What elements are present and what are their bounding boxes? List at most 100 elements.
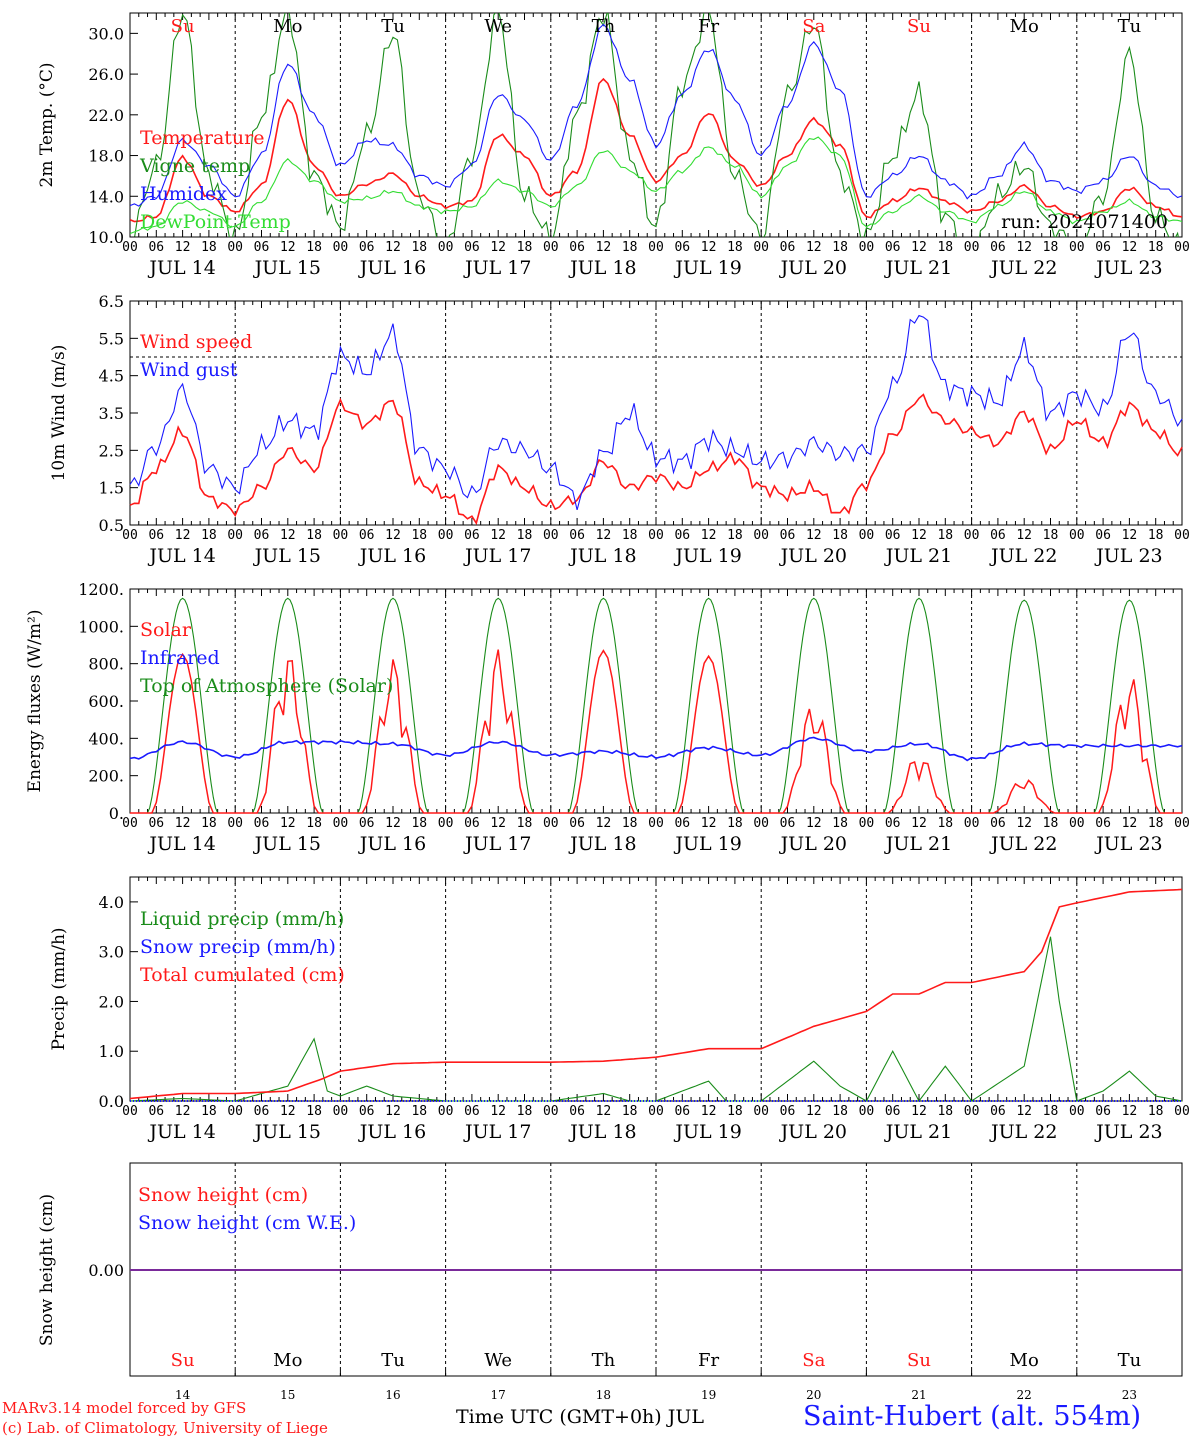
date-label: JUL 14 [147, 257, 215, 279]
y-tick-label: 400. [88, 729, 124, 748]
day-of-week-label: Tu [1118, 1350, 1142, 1371]
hour-tick-label: 00 [859, 528, 875, 543]
y-tick-label: 2.5 [99, 441, 124, 460]
day-of-week-label: We [484, 16, 512, 37]
hour-tick-label: 18 [727, 816, 743, 831]
y-axis-title: 10m Wind (m/s) [49, 345, 69, 482]
hour-tick-label: 00 [1174, 240, 1190, 255]
hour-tick-label: 06 [1095, 1104, 1111, 1119]
date-label: JUL 17 [463, 257, 531, 279]
hour-tick-label: 12 [596, 816, 612, 831]
hour-tick-label: 06 [990, 528, 1006, 543]
hour-tick-label: 00 [543, 816, 559, 831]
y-tick-label: 800. [88, 655, 124, 674]
hour-tick-label: 00 [648, 528, 664, 543]
day-of-week-label: Mo [1010, 1350, 1039, 1371]
legend-entry: Wind gust [140, 359, 238, 381]
panel-4: 00 06 12 18 00 06 12 18 00 06 12 18 00 06 12 18 00 06 12 18… [122, 876, 1190, 1143]
hour-tick-label: 12 [701, 1104, 717, 1119]
hour-tick-label: 06 [990, 240, 1006, 255]
legend-entry: Humidex [140, 183, 227, 205]
hour-tick-label: 18 [622, 1104, 638, 1119]
y-axis-title: 2m Temp. (°C) [37, 62, 57, 187]
y-tick-label: 0.5 [99, 516, 124, 535]
y-tick-label: 3.0 [99, 943, 124, 962]
hour-tick-label: 06 [885, 1104, 901, 1119]
hour-tick-label: 00 [1069, 240, 1085, 255]
hour-tick-label: 12 [175, 1104, 191, 1119]
hour-tick-label: 06 [254, 816, 270, 831]
day-of-week-label: Sa [802, 1350, 825, 1371]
date-label: JUL 16 [358, 1121, 426, 1143]
y-tick-label: 1.5 [99, 479, 124, 498]
hour-tick-label: 06 [359, 816, 375, 831]
hour-tick-label: 18 [517, 816, 533, 831]
legend-entry: Snow height (cm) [138, 1184, 308, 1206]
date-label: JUL 14 [147, 833, 215, 855]
date-label: JUL 21 [884, 833, 952, 855]
hour-tick-label: 18 [201, 816, 217, 831]
y-tick-label: 0.00 [88, 1261, 124, 1280]
legend-entry: Liquid precip (mm/h) [140, 908, 344, 930]
panel-frame [129, 12, 1183, 238]
hour-tick-label: 06 [569, 1104, 585, 1119]
hour-tick-label: 06 [148, 816, 164, 831]
hour-tick-label: 18 [727, 240, 743, 255]
hour-tick-label: 18 [411, 816, 427, 831]
hour-tick-label: 00 [438, 528, 454, 543]
hour-tick-label: 06 [990, 1104, 1006, 1119]
hour-tick-label: 00 [438, 1104, 454, 1119]
hour-tick-label: 18 [201, 240, 217, 255]
hour-tick-label: 12 [385, 1104, 401, 1119]
legend-entry: Solar [140, 619, 192, 641]
hour-tick-label: 12 [490, 528, 506, 543]
hour-tick-label: 06 [780, 240, 796, 255]
hour-tick-label: 00 [1174, 816, 1190, 831]
day-of-week-label: Mo [1010, 16, 1039, 37]
hour-tick-label: 00 [964, 816, 980, 831]
panel-3: 00 06 12 18 00 06 12 18 00 06 12 18 00 06 12 18 00 06 12 18… [122, 588, 1190, 855]
x-axis-title: Time UTC (GMT+0h) JUL [456, 1406, 704, 1428]
series-line-vigne-temp [134, 13, 1179, 237]
hour-tick-label: 12 [490, 240, 506, 255]
day-of-week-label: Mo [273, 1350, 302, 1371]
hour-tick-label: 06 [464, 816, 480, 831]
legend-entry: Snow height (cm W.E.) [138, 1212, 356, 1234]
legend-entry: Vigne temp [139, 155, 250, 177]
legend-entry: Temperature [140, 127, 264, 149]
hour-tick-label: 00 [964, 528, 980, 543]
hour-tick-label: 00 [333, 528, 349, 543]
hour-tick-label: 00 [964, 1104, 980, 1119]
hour-tick-label: 12 [280, 816, 296, 831]
run-annotation: run: 2024071400 [1001, 211, 1168, 233]
hour-tick-label: 00 [753, 1104, 769, 1119]
hour-tick-label: 06 [1095, 528, 1111, 543]
date-label: JUL 21 [884, 257, 952, 279]
hour-tick-label: 00 [648, 1104, 664, 1119]
hour-tick-label: 06 [885, 240, 901, 255]
hour-tick-label: 06 [254, 240, 270, 255]
day-of-week-label: Su [171, 16, 195, 37]
hour-tick-label: 00 [227, 240, 243, 255]
hour-tick-label: 18 [937, 1104, 953, 1119]
day-number-label: 15 [280, 1388, 295, 1402]
day-of-week-label: Tu [381, 16, 405, 37]
hour-tick-label: 18 [411, 1104, 427, 1119]
y-tick-label: 30.0 [88, 24, 124, 43]
day-number-label: 16 [385, 1388, 400, 1402]
day-of-week-label: Tu [1118, 16, 1142, 37]
hour-tick-label: 12 [175, 528, 191, 543]
hour-tick-label: 18 [937, 528, 953, 543]
hour-tick-label: 00 [753, 528, 769, 543]
hour-tick-label: 18 [622, 816, 638, 831]
date-label: JUL 15 [253, 545, 321, 567]
hour-tick-label: 00 [227, 1104, 243, 1119]
day-number-label: 19 [701, 1388, 716, 1402]
panel-2: 00 06 12 18 00 06 12 18 00 06 12 18 00 06 12 18 00 06 12 18… [122, 300, 1190, 567]
y-tick-label: 0.0 [99, 1092, 124, 1111]
hour-tick-label: 00 [122, 240, 138, 255]
hour-tick-label: 18 [201, 528, 217, 543]
hour-tick-label: 00 [753, 816, 769, 831]
hour-tick-label: 12 [385, 528, 401, 543]
